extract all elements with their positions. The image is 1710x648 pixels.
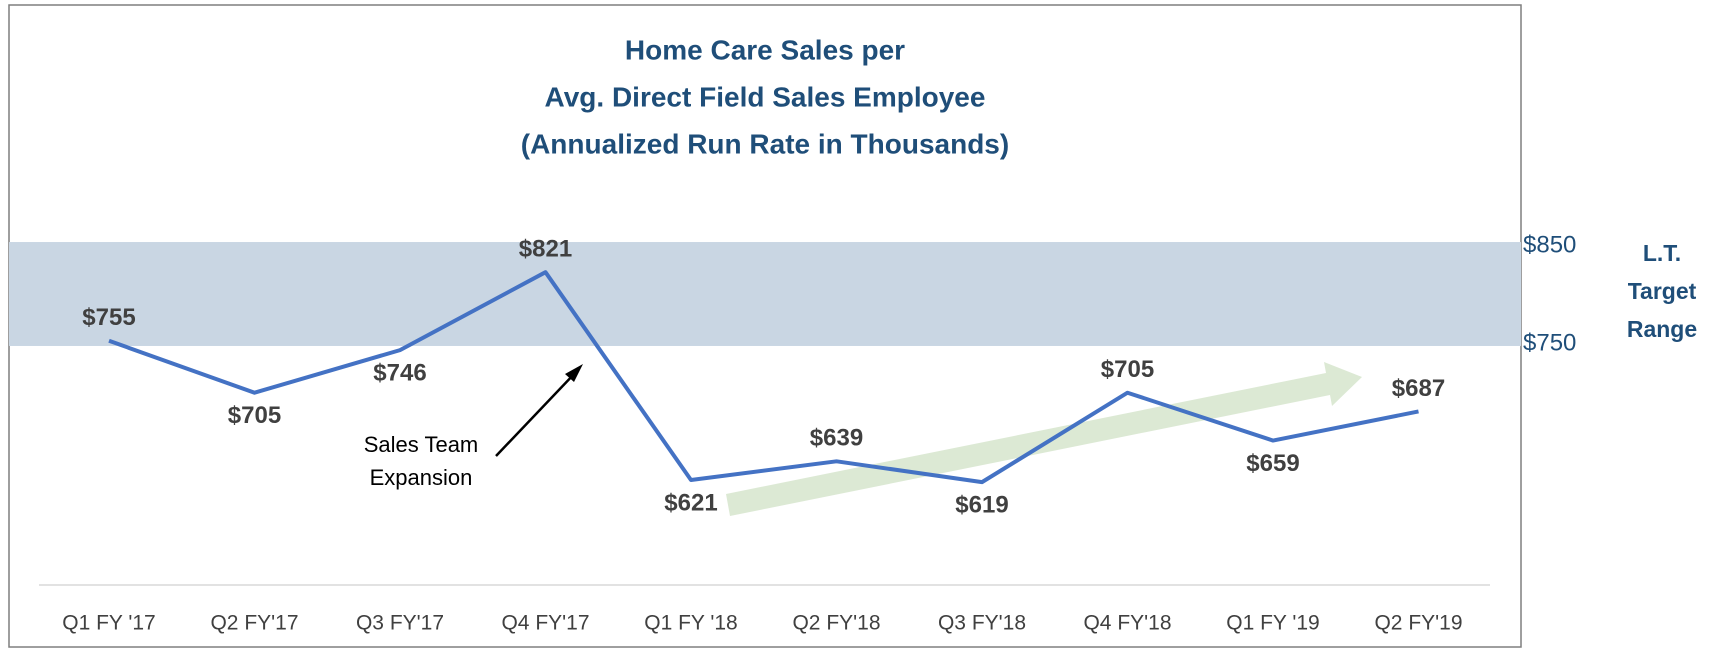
chart-title: Home Care Sales per xyxy=(625,34,905,65)
x-tick-label: Q1 FY '18 xyxy=(644,612,738,635)
target-range-label: L.T. Target Range xyxy=(1626,240,1698,342)
data-label: $659 xyxy=(1246,450,1299,477)
target-high-label: $850 xyxy=(1523,231,1576,258)
data-label: $755 xyxy=(82,304,135,331)
x-tick-label: Q2 FY'19 xyxy=(1374,612,1462,635)
data-label: $639 xyxy=(810,425,863,452)
annotation: Sales Team Expansion xyxy=(363,432,479,490)
data-label: $821 xyxy=(519,236,572,263)
chart-title: Avg. Direct Field Sales Employee xyxy=(545,81,986,112)
chart-title: (Annualized Run Rate in Thousands) xyxy=(521,128,1009,159)
data-label: $619 xyxy=(955,491,1008,518)
annotation-arrow xyxy=(495,371,577,457)
target-band xyxy=(9,242,1521,346)
data-label: $687 xyxy=(1392,375,1445,402)
data-label: $746 xyxy=(373,359,426,386)
x-tick-label: Q3 FY'18 xyxy=(938,612,1026,635)
data-label: $621 xyxy=(664,489,717,516)
x-tick-label: Q2 FY'17 xyxy=(210,612,298,635)
data-label: $705 xyxy=(228,402,281,429)
data-label: $705 xyxy=(1101,356,1154,383)
x-tick-label: Q4 FY'18 xyxy=(1083,612,1171,635)
x-tick-label: Q1 FY '19 xyxy=(1226,612,1320,635)
annotation-arrow-head xyxy=(565,364,583,382)
x-tick-label: Q1 FY '17 xyxy=(62,612,156,635)
series-line xyxy=(108,270,1419,485)
trend-arrow xyxy=(726,362,1362,516)
x-tick-label: Q2 FY'18 xyxy=(792,612,880,635)
x-tick-label: Q4 FY'17 xyxy=(501,612,589,635)
target-low-label: $750 xyxy=(1523,329,1576,356)
x-tick-label: Q3 FY'17 xyxy=(356,612,444,635)
